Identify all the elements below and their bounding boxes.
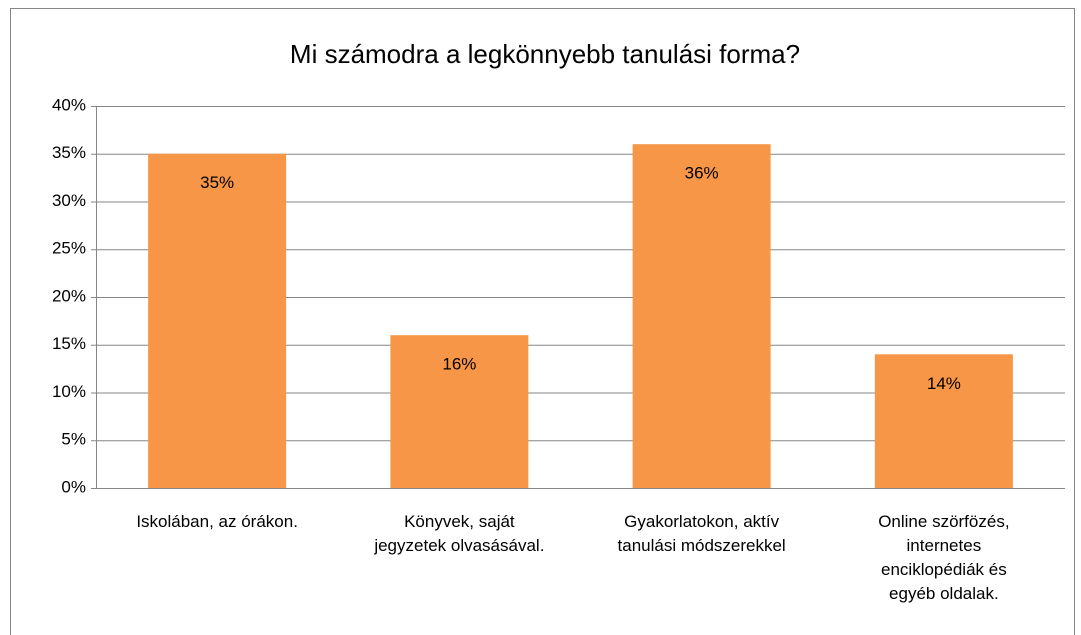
data-label: 35% xyxy=(200,173,234,192)
y-tick-label: 20% xyxy=(52,286,86,305)
data-label: 14% xyxy=(927,374,961,393)
bar xyxy=(390,335,529,488)
y-tick-label: 40% xyxy=(52,95,86,114)
data-label: 16% xyxy=(442,355,476,374)
y-tick-label: 15% xyxy=(52,334,86,353)
chart-title: Mi számodra a legkönnyebb tanulási forma… xyxy=(290,39,800,69)
x-tick-label: Könyvek, saját jegyzetek olvasásával. xyxy=(374,512,545,555)
y-tick-label: 0% xyxy=(61,477,86,496)
x-tick-label: Online szörfözés, internetes enciklopédi… xyxy=(878,512,1010,603)
y-tick-label: 10% xyxy=(52,382,86,401)
x-tick-label: Gyakorlatokon, aktív tanulási módszerekk… xyxy=(617,512,786,555)
y-tick-label: 30% xyxy=(52,191,86,210)
x-tick-label: Iskolában, az órákon. xyxy=(136,512,298,531)
y-tick-label: 25% xyxy=(52,239,86,258)
bar xyxy=(148,153,287,488)
data-label: 36% xyxy=(685,164,719,183)
y-tick-label: 35% xyxy=(52,143,86,162)
bar xyxy=(874,354,1013,488)
y-tick-label: 5% xyxy=(61,430,86,449)
bar xyxy=(632,144,771,488)
